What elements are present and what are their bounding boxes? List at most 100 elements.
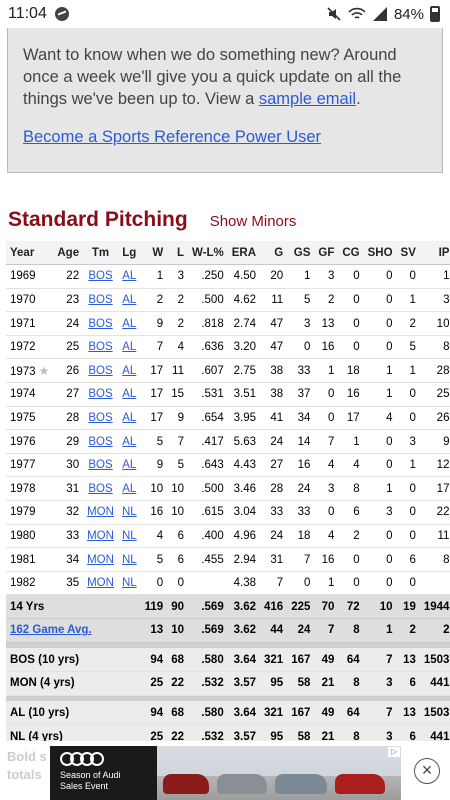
year-cell: 1981 <box>6 547 54 572</box>
col-header[interactable]: G <box>260 241 288 266</box>
stat-cell: 68 <box>167 648 188 673</box>
league-cell-link[interactable]: AL <box>122 482 137 495</box>
status-icons: 84% <box>326 6 440 23</box>
stat-cell: 70 <box>314 594 339 619</box>
show-minors-toggle[interactable]: Show Minors <box>209 213 297 230</box>
stat-cell: 17 <box>140 382 168 407</box>
col-header[interactable]: GS <box>287 241 315 266</box>
game-avg-link[interactable]: 162 Game Avg. <box>10 624 92 637</box>
team-cell-link[interactable]: BOS <box>88 364 113 377</box>
league-cell-link[interactable]: NL <box>121 553 137 566</box>
stat-cell: 16 <box>314 335 339 360</box>
stat-cell: 90 <box>167 594 188 619</box>
close-ad-button[interactable]: × <box>414 758 440 784</box>
stat-cell: 2 <box>140 288 168 313</box>
stat-cell: .400 <box>188 524 228 549</box>
league-cell-link[interactable]: AL <box>122 341 137 354</box>
adchoices-icon[interactable]: ▷ <box>388 747 400 757</box>
league-cell: AL <box>117 358 141 384</box>
col-header[interactable]: W <box>140 241 168 266</box>
team-cell-link[interactable]: BOS <box>88 435 113 448</box>
col-header[interactable]: L <box>167 241 188 266</box>
col-header[interactable]: ERA <box>227 241 260 266</box>
stat-cell: 1 <box>396 288 420 313</box>
league-cell-link[interactable]: AL <box>122 317 137 330</box>
team-cell-link[interactable]: MON <box>87 529 114 542</box>
team-cell-link[interactable]: BOS <box>88 482 113 495</box>
stat-cell: 1 <box>314 358 339 384</box>
stat-cell: .531 <box>188 382 228 407</box>
stat-cell: 7 <box>140 335 168 360</box>
stat-cell: 22 <box>167 671 188 696</box>
stat-cell: 20 <box>260 264 288 289</box>
col-header[interactable]: CG <box>338 241 364 266</box>
team-cell-link[interactable]: BOS <box>88 388 113 401</box>
stat-cell: 3.46 <box>227 476 260 502</box>
league-cell-link[interactable]: AL <box>122 435 137 448</box>
league-cell: AL <box>117 264 141 289</box>
stat-cell: 8 <box>338 618 364 643</box>
league-cell-link[interactable]: AL <box>122 270 137 283</box>
team-cell-link[interactable]: BOS <box>88 270 113 283</box>
team-cell-link[interactable]: BOS <box>88 411 113 424</box>
stat-cell: 3 <box>396 429 420 454</box>
team-cell-link[interactable]: BOS <box>88 341 113 354</box>
age-cell: 27 <box>53 382 84 407</box>
col-header[interactable]: SHO <box>363 241 397 266</box>
stat-cell: 16 <box>140 500 168 525</box>
stat-cell: 0 <box>396 571 420 596</box>
age-cell: 23 <box>53 288 84 313</box>
league-cell-link[interactable]: NL <box>121 577 137 590</box>
team-cell-link[interactable]: MON <box>87 577 114 590</box>
stat-cell: 6 <box>396 671 420 696</box>
pitching-table: Year Age Tm Lg W L W-L% ERA G GS GF CG S… <box>6 241 450 741</box>
age-cell: 32 <box>53 500 84 525</box>
col-header[interactable]: SV <box>396 241 420 266</box>
team-cell-link[interactable]: MON <box>87 506 114 519</box>
stat-cell: 2 <box>167 288 188 313</box>
stat-cell: .569 <box>188 618 228 643</box>
stat-cell: 11 <box>260 288 288 313</box>
team-cell-link[interactable]: BOS <box>88 317 113 330</box>
league-cell-link[interactable]: AL <box>122 459 137 472</box>
league-cell-link[interactable]: NL <box>121 506 137 519</box>
col-header[interactable]: W-L% <box>188 241 228 266</box>
stat-cell: 0 <box>314 500 339 525</box>
summary-label: NL (4 yrs) <box>6 724 141 741</box>
stat-cell: 3 <box>419 288 450 313</box>
table-row: 1973 ★ 26 BOS AL 17 11.607 2.75 38 33 1 18 1 1 28 <box>6 358 450 384</box>
team-cell-link[interactable]: MON <box>87 553 114 566</box>
col-header[interactable]: Lg <box>117 241 141 266</box>
sample-email-link[interactable]: sample email <box>258 90 357 108</box>
stat-cell: 5 <box>140 429 168 454</box>
team-cell: MON <box>83 500 118 525</box>
league-cell-link[interactable]: AL <box>122 388 137 401</box>
stat-cell: 21 <box>314 724 339 741</box>
status-bar: 11:04 84% <box>0 0 450 28</box>
col-header[interactable]: IP <box>419 241 450 266</box>
stat-cell: 0 <box>363 524 397 549</box>
league-cell-link[interactable]: NL <box>121 529 137 542</box>
col-header[interactable]: Year <box>6 241 54 266</box>
section-divider <box>6 642 450 649</box>
stat-cell: 22 <box>167 724 188 741</box>
power-user-link[interactable]: Become a Sports Reference Power User <box>23 128 322 146</box>
col-header[interactable]: GF <box>314 241 339 266</box>
car-image <box>335 774 385 794</box>
league-cell-link[interactable]: AL <box>122 293 137 306</box>
stat-cell: 7 <box>314 618 339 643</box>
stat-cell: 2 <box>396 618 420 643</box>
pitching-table-container[interactable]: Year Age Tm Lg W L W-L% ERA G GS GF CG S… <box>6 241 450 741</box>
team-cell-link[interactable]: BOS <box>88 293 113 306</box>
league-cell-link[interactable]: AL <box>122 364 137 377</box>
stat-cell: 0 <box>338 311 364 336</box>
age-cell: 34 <box>53 547 84 572</box>
stat-cell: 27 <box>260 453 288 478</box>
col-header[interactable]: Age <box>53 241 84 266</box>
stat-cell: .417 <box>188 429 228 454</box>
league-cell-link[interactable]: AL <box>122 411 137 424</box>
audi-ad-banner[interactable]: Season of Audi Sales Event ▷ <box>50 746 401 800</box>
stat-cell: 7 <box>260 571 288 596</box>
col-header[interactable]: Tm <box>83 241 118 266</box>
team-cell-link[interactable]: BOS <box>88 459 113 472</box>
